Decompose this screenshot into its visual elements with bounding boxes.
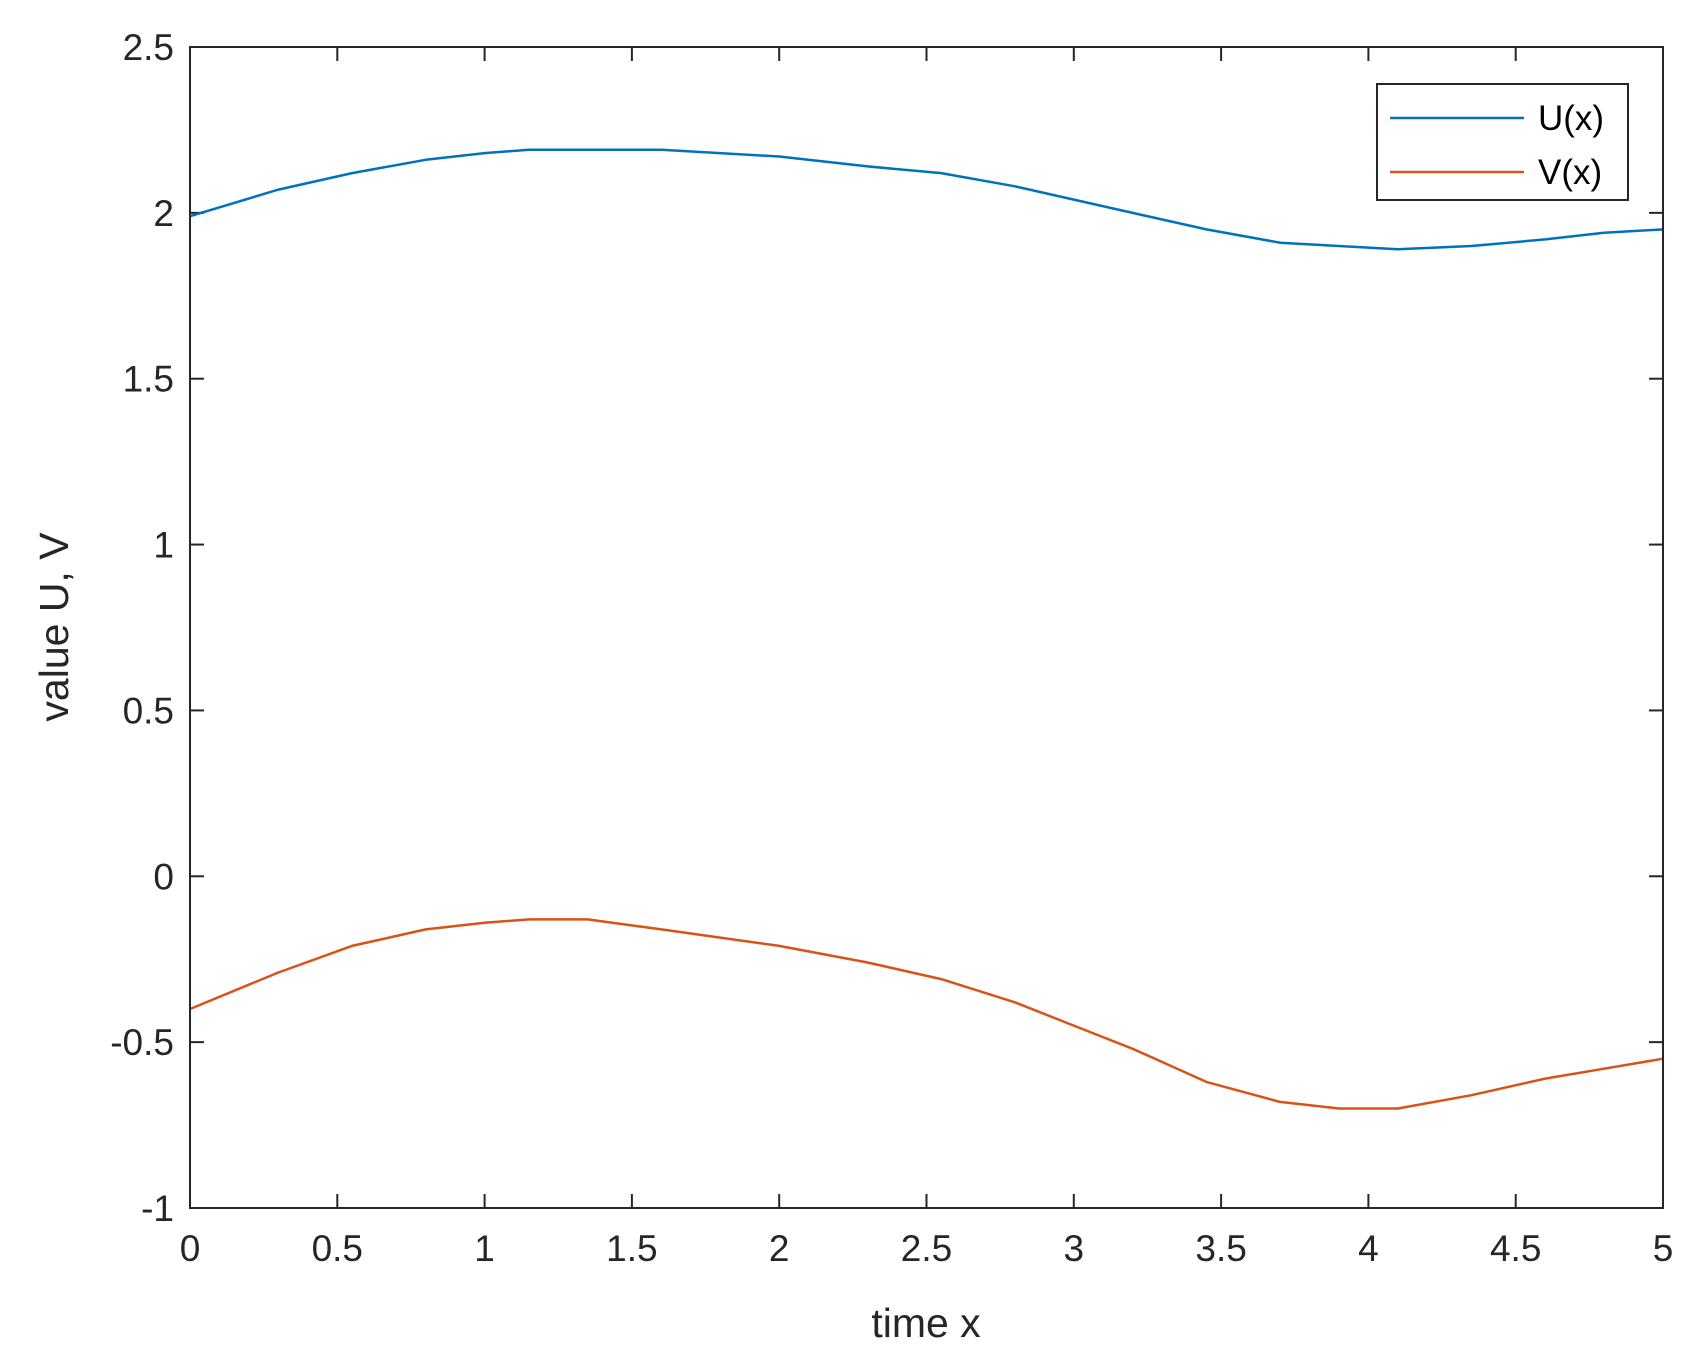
legend: U(x) V(x) [1376,83,1629,201]
x-tick-label: 3.5 [1195,1228,1246,1269]
x-tick-label: 4.5 [1490,1228,1541,1269]
y-axis: -1 -0.5 0 0.5 1 1.5 2 2.5 [110,27,1663,1229]
series-group [189,148,1664,1110]
x-axis-title: time x [871,1300,981,1346]
legend-label-0: U(x) [1538,99,1604,138]
y-tick-label: 0.5 [123,690,174,731]
y-tick-label: 1.5 [123,359,174,400]
x-tick-label: 5 [1653,1228,1674,1269]
legend-label-1: V(x) [1538,153,1602,192]
y-tick-label: 2 [153,193,174,234]
x-axis: 0 0.5 1 1.5 2 2.5 3 3.5 4 4.5 5 [180,47,1674,1269]
x-tick-label: 1 [474,1228,495,1269]
series-line-1 [189,918,1664,1110]
x-tick-label: 2.5 [901,1228,952,1269]
y-tick-label: -1 [141,1188,174,1229]
series-line-0 [189,148,1664,251]
y-tick-label: 1 [153,525,174,566]
y-axis-title: value U, V [31,532,77,722]
x-tick-label: 3 [1064,1228,1085,1269]
x-tick-label: 0.5 [312,1228,363,1269]
legend-box [1376,83,1629,201]
x-tick-label: 1.5 [606,1228,657,1269]
x-tick-label: 4 [1358,1228,1379,1269]
x-tick-label: 2 [769,1228,790,1269]
y-tick-label: 2.5 [123,27,174,68]
y-tick-label: 0 [153,856,174,897]
plot-area [190,47,1663,1208]
y-tick-label: -0.5 [110,1022,174,1063]
x-tick-label: 0 [180,1228,201,1269]
plot-frame [189,46,1664,1209]
